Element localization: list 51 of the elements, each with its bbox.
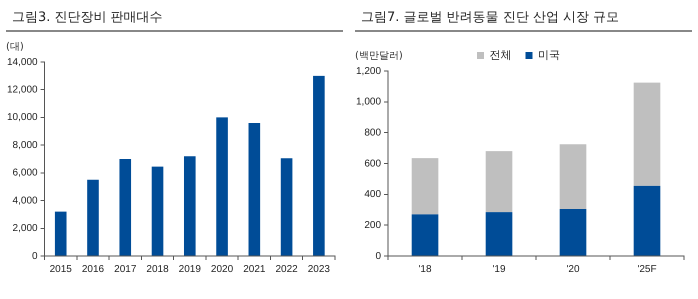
bar — [54, 212, 67, 256]
bar — [313, 76, 325, 256]
y-axis-title: (대) — [6, 42, 24, 53]
y-tick-label: 10,000 — [6, 112, 38, 124]
y-tick-label: 4,000 — [12, 195, 38, 206]
bar — [634, 82, 660, 186]
x-tick-label: 2020 — [210, 264, 234, 275]
bar — [486, 151, 512, 212]
y-axis-title: (백만달러) — [355, 50, 403, 62]
bar — [560, 208, 586, 256]
x-tick-label: 2021 — [243, 264, 266, 275]
y-tick-label: 1,200 — [356, 66, 382, 77]
x-tick-label: '20 — [566, 264, 580, 275]
bar — [184, 156, 196, 256]
x-tick-label: '18 — [418, 264, 432, 275]
y-tick-label: 400 — [364, 189, 382, 200]
chart-title: 그림3. 진단장비 판매대수 — [6, 0, 343, 32]
x-tick-label: 2019 — [178, 264, 202, 275]
x-tick-label: 2017 — [114, 264, 137, 275]
bar — [87, 180, 99, 256]
y-tick-label: 200 — [364, 220, 382, 231]
bar — [119, 159, 132, 256]
bar — [560, 144, 586, 209]
bar — [412, 214, 438, 256]
y-tick-label: 6,000 — [12, 168, 38, 179]
y-tick-label: 8,000 — [12, 140, 38, 151]
y-tick-label: 1,000 — [356, 96, 382, 108]
bar — [412, 158, 438, 214]
y-tick-label: 14,000 — [6, 56, 38, 68]
y-tick-label: 2,000 — [12, 223, 38, 234]
bar — [152, 166, 164, 256]
y-tick-label: 0 — [32, 250, 38, 262]
bar — [634, 186, 660, 256]
x-tick-label: '25F — [637, 264, 657, 275]
chart-title: 그림7. 글로벌 반려동물 진단 산업 시장 규모 — [355, 0, 692, 32]
y-tick-label: 0 — [375, 250, 382, 262]
x-tick-label: '19 — [492, 264, 506, 275]
y-tick-label: 12,000 — [6, 84, 38, 96]
bar — [248, 122, 260, 256]
bar — [280, 158, 292, 256]
x-tick-label: 2018 — [146, 264, 170, 275]
y-tick-label: 800 — [364, 127, 382, 138]
y-tick-label: 600 — [364, 158, 382, 170]
legend-label: 전체 — [490, 48, 512, 62]
x-tick-label: 2016 — [82, 264, 105, 275]
bar — [486, 212, 512, 256]
legend-label: 미국 — [538, 48, 560, 62]
x-tick-label: 2023 — [308, 264, 330, 275]
x-tick-label: 2015 — [50, 264, 72, 275]
x-tick-label: 2022 — [275, 264, 298, 275]
bar — [216, 117, 228, 256]
